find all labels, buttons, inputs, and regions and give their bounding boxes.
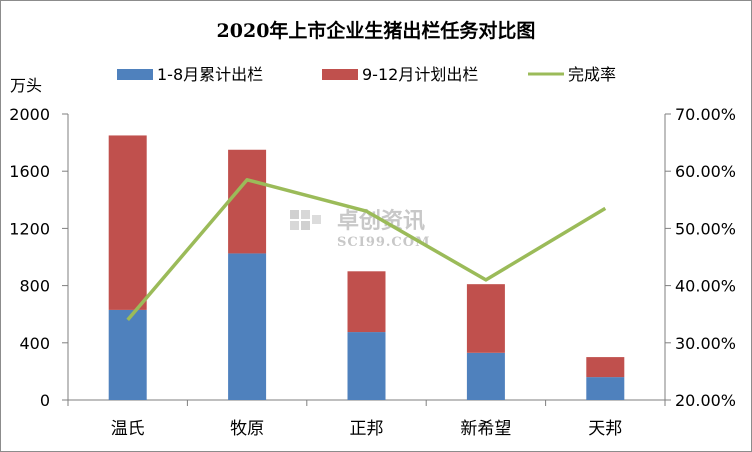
watermark-logo-block: [290, 210, 299, 219]
y-left-tick-label: 800: [19, 277, 50, 296]
watermark: 卓创资讯 SCI99.COM: [290, 209, 431, 250]
legend-label-planned: 9-12月计划出栏: [362, 65, 478, 84]
bar-cumulative: [347, 332, 386, 400]
plot-area: 0 400 800 1200 1600 2000 20.00% 30.00% 40.00% 50.…: [9, 105, 736, 439]
bar-cumulative: [466, 352, 505, 400]
y-left-tick-label: 400: [19, 334, 50, 353]
x-category-label: 温氏: [111, 419, 145, 439]
y-right-tick-label: 20.00%: [675, 391, 736, 410]
legend: 1-8月累计出栏 9-12月计划出栏 完成率: [117, 65, 616, 84]
legend-swatch-cumulative: [117, 69, 153, 80]
bar-cumulative: [228, 253, 267, 400]
legend-label-completion: 完成率: [568, 65, 616, 84]
x-category-label: 正邦: [350, 419, 384, 439]
bar-planned: [108, 135, 147, 310]
x-category-label: 新希望: [460, 419, 511, 439]
bar-planned: [466, 284, 505, 353]
bar-cumulative: [586, 377, 625, 400]
bar-cumulative: [108, 309, 147, 400]
bar-planned: [228, 149, 267, 254]
y-right-tick-label: 40.00%: [675, 277, 736, 296]
y-right-tick-label: 30.00%: [675, 334, 736, 353]
chart-title: 2020年上市企业生猪出栏任务对比图: [217, 19, 536, 42]
watermark-logo-block: [301, 221, 310, 230]
y-left-tick-label: 2000: [9, 105, 50, 124]
y-left-tick-label: 1200: [9, 219, 50, 238]
bar-planned: [586, 357, 625, 378]
legend-swatch-planned: [322, 69, 358, 80]
y-right-tick-label: 70.00%: [675, 105, 736, 124]
x-category-label: 天邦: [588, 419, 622, 439]
watermark-subtext: SCI99.COM: [337, 235, 431, 250]
watermark-logo-block: [312, 215, 321, 224]
bar-planned: [347, 271, 386, 333]
completion-rate-line: [126, 178, 607, 322]
y-unit-label: 万头: [10, 76, 42, 95]
watermark-logo-block: [301, 210, 310, 219]
y-left-tick-label: 1600: [9, 162, 50, 181]
x-category-label: 牧原: [230, 419, 264, 439]
watermark-logo-block: [290, 221, 299, 230]
y-left-tick-label: 0: [40, 391, 50, 410]
legend-label-cumulative: 1-8月累计出栏: [157, 65, 263, 84]
y-right-tick-label: 60.00%: [675, 162, 736, 181]
y-right-tick-label: 50.00%: [675, 219, 736, 238]
